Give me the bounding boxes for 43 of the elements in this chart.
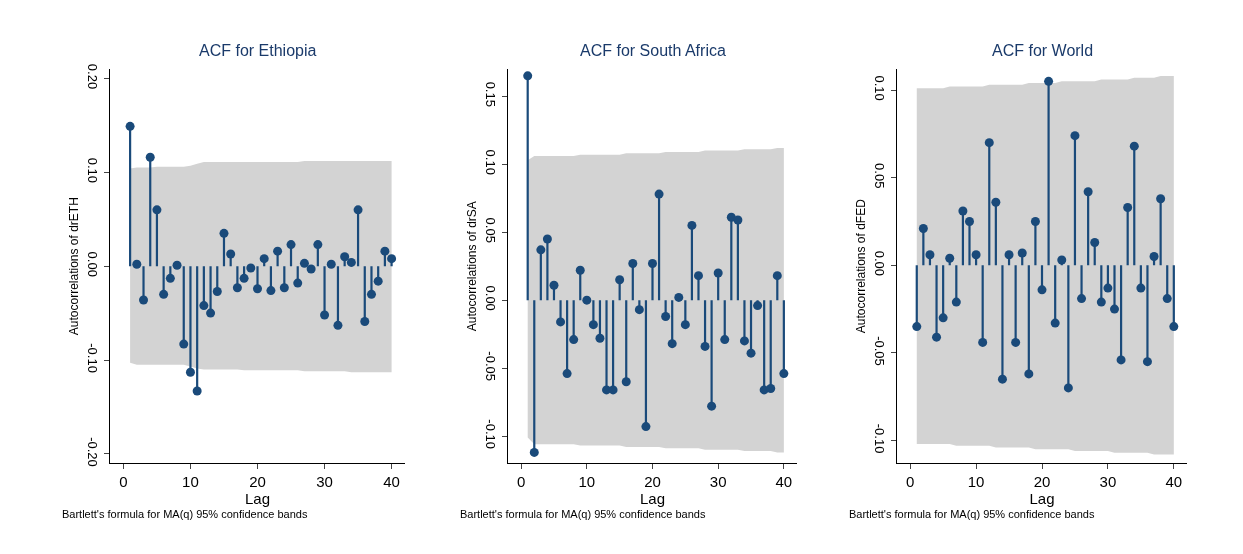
y-tick-label: 0.10 [483, 149, 499, 175]
y-tick-label: -0.10 [483, 419, 499, 449]
x-tick-label: 30 [709, 473, 727, 491]
x-tick-label: 40 [775, 473, 793, 491]
y-tick-label: -0.20 [85, 437, 101, 467]
x-tick-label: 0 [906, 473, 915, 491]
y-axis-title: Autocorrelations of drSA [464, 201, 479, 332]
y-tick-label: 0.05 [483, 217, 499, 243]
x-tick-label: 0 [516, 473, 526, 491]
text: Bartlett's formula for MA(q) 95% confidence bands [460, 508, 706, 520]
y-tick-label: 0.20 [85, 63, 101, 90]
x-tick-label: 20 [644, 473, 661, 491]
x-axis-title: Lag [639, 490, 666, 508]
y-tick-label: -0.10 [872, 423, 888, 454]
y-axis-title: Autocorrelations of drETH [66, 197, 81, 336]
y-tick-label: -0.10 [85, 343, 101, 373]
y-tick-label: -0.05 [872, 336, 888, 366]
x-tick-label: 40 [1165, 473, 1183, 491]
x-tick-label: 10 [182, 473, 199, 491]
y-axis-title: Autocorrelations of dFED [853, 198, 868, 334]
y-tick-label: 0.00 [85, 251, 101, 277]
x-tick-label: 30 [1099, 473, 1117, 491]
y-tick-label: 0.05 [872, 163, 888, 189]
x-tick-label: 20 [1033, 473, 1051, 491]
x-axis-title: Lag [1029, 490, 1055, 508]
y-tick-label: 0.15 [483, 81, 499, 107]
x-tick-label: 40 [383, 473, 400, 491]
chart-title: ACF for World [992, 42, 1094, 59]
y-tick-label: 0.00 [483, 285, 499, 311]
text: Bartlett's formula for MA(q) 95% confidence bands [62, 508, 308, 520]
chart-title: ACF for South Africa [580, 42, 726, 59]
y-tick-label: 0.10 [85, 157, 101, 184]
x-tick-label: 0 [119, 473, 128, 491]
y-tick-label: 0.10 [872, 75, 888, 101]
x-axis-title: Lag [244, 490, 271, 508]
x-tick-label: 20 [249, 473, 266, 491]
text: Bartlett's formula for MA(q) 95% confidence bands [849, 508, 1095, 520]
chart-title: ACF for Ethiopia [199, 42, 317, 59]
x-tick-label: 10 [967, 473, 985, 491]
x-tick-label: 30 [316, 473, 333, 491]
y-tick-label: 0.00 [872, 250, 888, 277]
y-tick-label: -0.05 [483, 351, 499, 381]
x-tick-label: 10 [578, 473, 596, 491]
